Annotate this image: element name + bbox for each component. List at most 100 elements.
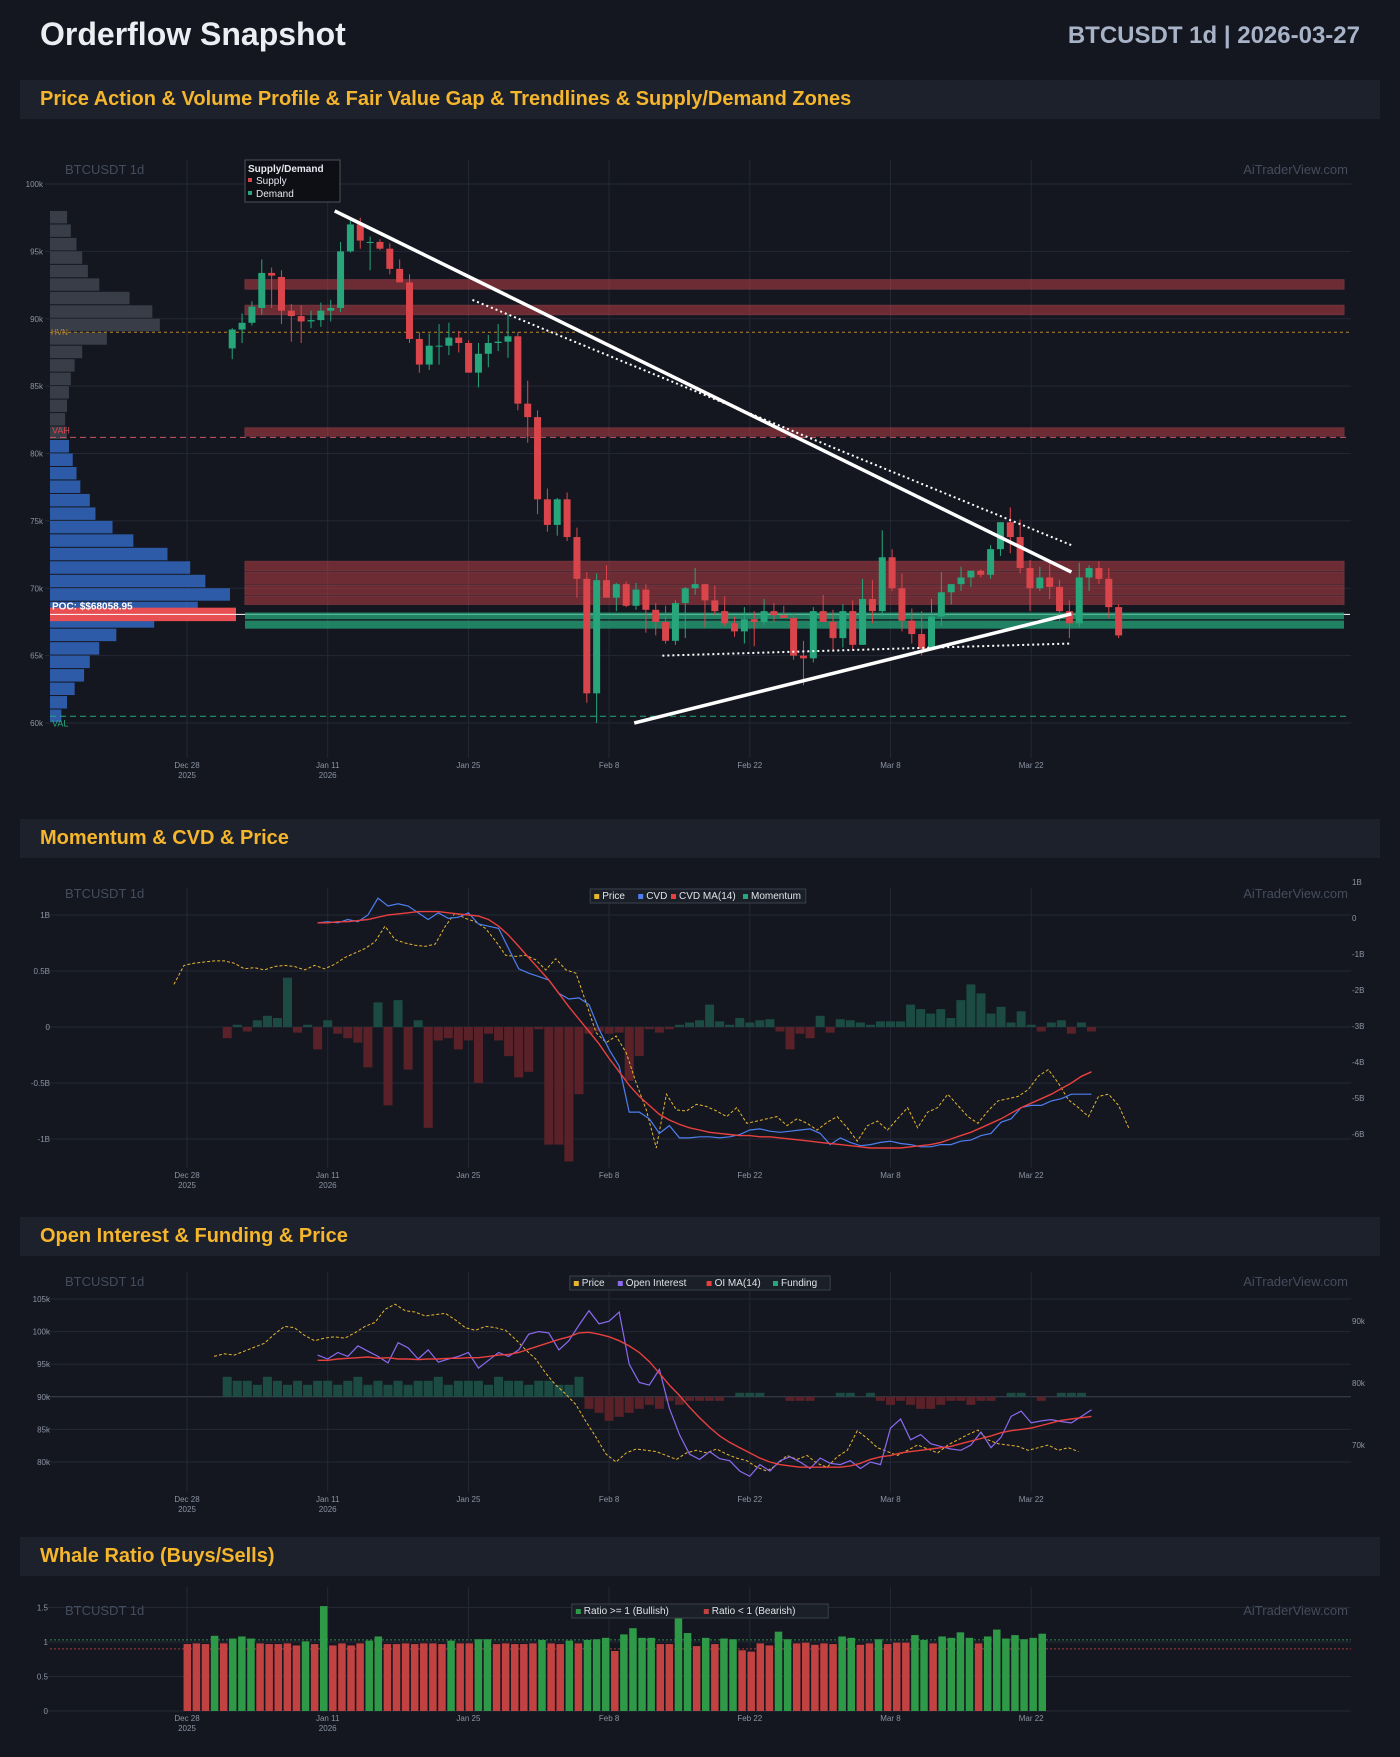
- y-tick-label: 70k: [30, 584, 44, 593]
- supply-demand-legend-box: [244, 159, 341, 203]
- whale-ratio-bar: [983, 1636, 992, 1711]
- funding-bar: [1056, 1392, 1066, 1397]
- momentum-bar: [534, 1027, 544, 1030]
- y-tick-label: 65k: [30, 652, 44, 661]
- legend-item: Ratio >= 1 (Bullish): [584, 1606, 669, 1617]
- candle-body: [415, 338, 423, 365]
- candle-body: [888, 557, 896, 589]
- section-header-price-action: Price Action & Volume Profile & Fair Val…: [20, 80, 1380, 119]
- whale-ratio-bar: [820, 1643, 828, 1711]
- whale-ratio-bar: [219, 1643, 228, 1711]
- whale-ratio-bar: [1029, 1637, 1037, 1711]
- whale-ratio-bar: [1011, 1635, 1019, 1711]
- funding-bar: [544, 1380, 554, 1397]
- momentum-bar: [644, 1027, 654, 1030]
- y-tick-label-right: 80k: [1352, 1379, 1366, 1388]
- whale-ratio-bar: [765, 1645, 774, 1711]
- whale-ratio-bar: [611, 1650, 619, 1711]
- candle-body: [484, 343, 492, 354]
- x-tick-label: Feb 22: [737, 761, 762, 770]
- candle-body: [1016, 537, 1024, 569]
- funding-bar: [785, 1396, 795, 1401]
- whale-ratio-bar: [420, 1643, 428, 1711]
- momentum-bar: [303, 1024, 313, 1027]
- candle-body: [406, 282, 414, 339]
- volume-profile-bar: [50, 682, 75, 696]
- whale-ratio-bar: [210, 1635, 219, 1711]
- funding-bar: [453, 1380, 463, 1397]
- funding-bar: [534, 1380, 544, 1397]
- momentum-bar: [443, 1027, 453, 1039]
- section-title: Momentum & CVD & Price: [40, 827, 289, 849]
- x-tick-label: Mar 8: [880, 1171, 901, 1180]
- funding-bar: [705, 1396, 715, 1401]
- candle-body: [957, 577, 965, 585]
- funding-bar: [845, 1392, 855, 1397]
- price-line: [173, 912, 1130, 1149]
- y-tick-label-right: 90k: [1352, 1317, 1366, 1326]
- candle-body: [937, 592, 945, 617]
- section-title: Open Interest & Funding & Price: [40, 1225, 348, 1247]
- funding-bar: [262, 1376, 272, 1397]
- watermark-left: BTCUSDT 1d: [65, 886, 144, 901]
- candle-body: [228, 329, 236, 349]
- x-tick-label: Feb 8: [599, 761, 620, 770]
- momentum-bar: [705, 1004, 715, 1027]
- whale-ratio-bar: [902, 1642, 910, 1711]
- momentum-bar: [1046, 1022, 1056, 1027]
- momentum-bar: [1036, 1027, 1046, 1032]
- momentum-bar: [604, 1027, 614, 1034]
- funding-bar: [313, 1380, 323, 1397]
- whale-ratio-bar: [965, 1637, 974, 1711]
- whale-ratio-bar: [729, 1639, 737, 1711]
- momentum-bar: [1056, 1020, 1066, 1027]
- momentum-bar: [383, 1027, 393, 1106]
- candle-body: [317, 310, 325, 321]
- x-tick-label: Feb 22: [737, 1171, 762, 1180]
- volume-profile-bar: [50, 466, 77, 480]
- volume-profile-bar: [50, 305, 153, 318]
- whale-ratio-bar: [338, 1643, 346, 1711]
- whale-legend-box: [571, 1603, 829, 1619]
- trendline: [633, 612, 1072, 725]
- whale-ratio-bar: [665, 1644, 674, 1711]
- val-label: VAL: [52, 718, 68, 728]
- momentum-bar: [514, 1027, 524, 1078]
- legend-swatch: [617, 1281, 623, 1286]
- trendline: [333, 209, 1073, 574]
- momentum-bar: [1087, 1027, 1096, 1032]
- whale-ratio-bar: [629, 1628, 637, 1711]
- open-interest-line: [317, 1309, 1092, 1478]
- momentum-bar: [463, 1027, 473, 1041]
- candle-body: [248, 306, 256, 323]
- whale-ratio-bar: [783, 1639, 792, 1711]
- whale-ratio-bar: [365, 1640, 373, 1711]
- momentum-bar: [725, 1024, 735, 1027]
- momentum-bar: [875, 1021, 885, 1027]
- volume-profile-bar: [50, 574, 206, 588]
- whale-ratio-bar: [347, 1645, 355, 1711]
- candle-body: [839, 611, 847, 639]
- candle-body: [504, 336, 512, 342]
- funding-bar: [926, 1396, 936, 1409]
- candle-body: [868, 599, 876, 612]
- momentum-bar: [544, 1027, 554, 1145]
- candle-body: [307, 320, 315, 322]
- whale-ratio-bar: [429, 1643, 437, 1711]
- momentum-bar: [353, 1027, 363, 1043]
- page-title: Orderflow Snapshot: [40, 16, 346, 52]
- section-title: Whale Ratio (Buys/Sells): [40, 1545, 275, 1567]
- demand-zone: [245, 612, 1344, 620]
- x-tick-label: Jan 11: [316, 761, 340, 770]
- funding-bar: [664, 1396, 674, 1401]
- momentum-bar: [674, 1024, 684, 1027]
- y-tick-label: 80k: [30, 450, 44, 459]
- funding-bar: [604, 1396, 614, 1421]
- x-tick-sublabel: 2025: [178, 1724, 196, 1733]
- funding-bar: [473, 1380, 483, 1397]
- momentum-bar: [896, 1021, 906, 1027]
- momentum-bar: [433, 1027, 443, 1041]
- momentum-bar: [363, 1027, 373, 1068]
- whale-ratio-bar: [792, 1643, 801, 1711]
